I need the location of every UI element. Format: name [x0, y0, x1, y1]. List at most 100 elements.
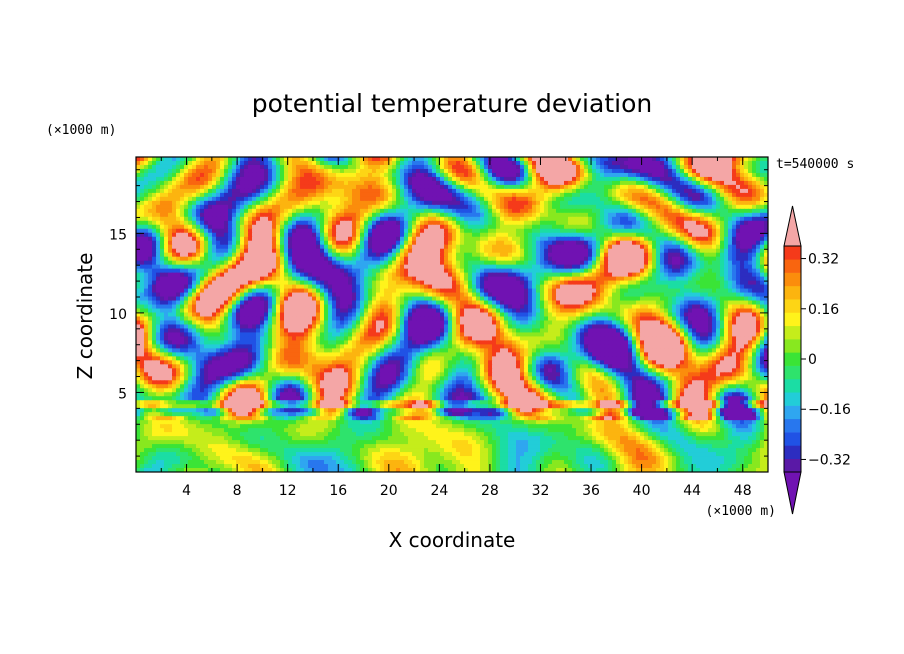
contour-cell — [572, 196, 577, 202]
contour-cell — [376, 224, 381, 230]
contour-cell — [648, 240, 653, 246]
contour-cell — [320, 244, 325, 250]
contour-cell — [416, 232, 421, 238]
contour-cell — [248, 168, 253, 174]
contour-cell — [688, 264, 693, 270]
contour-cell — [272, 280, 277, 286]
contour-cell — [580, 184, 585, 190]
contour-cell — [316, 232, 321, 238]
contour-cell — [504, 172, 509, 178]
contour-cell — [704, 244, 709, 250]
contour-cell — [348, 200, 353, 206]
contour-cell — [320, 160, 325, 166]
contour-cell — [160, 260, 165, 266]
contour-cell — [696, 228, 701, 234]
contour-cell — [464, 236, 469, 242]
contour-cell — [296, 160, 301, 166]
contour-cell — [620, 260, 625, 266]
contour-cell — [204, 220, 209, 226]
contour-cell — [144, 168, 149, 174]
contour-cell — [152, 200, 157, 206]
contour-cell — [512, 216, 517, 222]
contour-cell — [240, 268, 245, 274]
contour-cell — [392, 168, 397, 174]
contour-cell — [160, 220, 165, 226]
contour-cell — [652, 260, 657, 266]
contour-cell — [404, 236, 409, 242]
contour-cell — [156, 220, 161, 226]
contour-cell — [700, 164, 705, 170]
contour-cell — [592, 180, 597, 186]
contour-cell — [316, 264, 321, 270]
contour-cell — [304, 256, 309, 262]
contour-cell — [364, 192, 369, 198]
contour-cell — [484, 172, 489, 178]
contour-cell — [528, 180, 533, 186]
contour-cell — [444, 232, 449, 238]
contour-cell — [592, 172, 597, 178]
contour-cell — [360, 276, 365, 282]
contour-cell — [548, 200, 553, 206]
contour-cell — [560, 224, 565, 230]
contour-cell — [444, 184, 449, 190]
contour-cell — [324, 192, 329, 198]
contour-cell — [372, 168, 377, 174]
contour-cell — [656, 256, 661, 262]
contour-cell — [140, 236, 145, 242]
contour-cell — [712, 236, 717, 242]
contour-cell — [556, 176, 561, 182]
contour-cell — [540, 164, 545, 170]
contour-cell — [752, 268, 757, 274]
contour-cell — [280, 264, 285, 270]
contour-cell — [356, 244, 361, 250]
contour-cell — [596, 168, 601, 174]
contour-cell — [244, 280, 249, 286]
contour-cell — [384, 160, 389, 166]
contour-cell — [320, 212, 325, 218]
contour-cell — [572, 276, 577, 282]
contour-cell — [608, 224, 613, 230]
contour-cell — [336, 208, 341, 214]
contour-cell — [172, 240, 177, 246]
contour-cell — [328, 252, 333, 258]
contour-cell — [384, 224, 389, 230]
contour-cell — [616, 236, 621, 242]
contour-cell — [692, 268, 697, 274]
contour-cell — [396, 192, 401, 198]
contour-cell — [704, 256, 709, 262]
contour-cell — [660, 260, 665, 266]
contour-cell — [496, 168, 501, 174]
contour-cell — [580, 208, 585, 214]
contour-cell — [136, 172, 141, 178]
contour-cell — [392, 192, 397, 198]
contour-cell — [440, 184, 445, 190]
contour-cell — [604, 256, 609, 262]
contour-cell — [468, 176, 473, 182]
contour-cell — [160, 264, 165, 270]
contour-cell — [492, 220, 497, 226]
contour-cell — [556, 272, 561, 278]
contour-cell — [396, 212, 401, 218]
contour-cell — [264, 200, 269, 206]
contour-cell — [488, 264, 493, 270]
contour-cell — [384, 180, 389, 186]
contour-cell — [212, 272, 217, 278]
contour-cell — [692, 196, 697, 202]
contour-cell — [240, 164, 245, 170]
contour-cell — [556, 164, 561, 170]
contour-cell — [308, 236, 313, 242]
contour-cell — [492, 160, 497, 166]
contour-cell — [740, 236, 745, 242]
contour-cell — [184, 180, 189, 186]
contour-cell — [316, 224, 321, 230]
contour-cell — [260, 196, 265, 202]
contour-cell — [248, 216, 253, 222]
contour-cell — [600, 164, 605, 170]
contour-cell — [300, 252, 305, 258]
contour-cell — [428, 240, 433, 246]
contour-cell — [428, 204, 433, 210]
contour-cell — [416, 244, 421, 250]
contour-cell — [468, 212, 473, 218]
contour-cell — [368, 164, 373, 170]
contour-cell — [764, 176, 768, 182]
